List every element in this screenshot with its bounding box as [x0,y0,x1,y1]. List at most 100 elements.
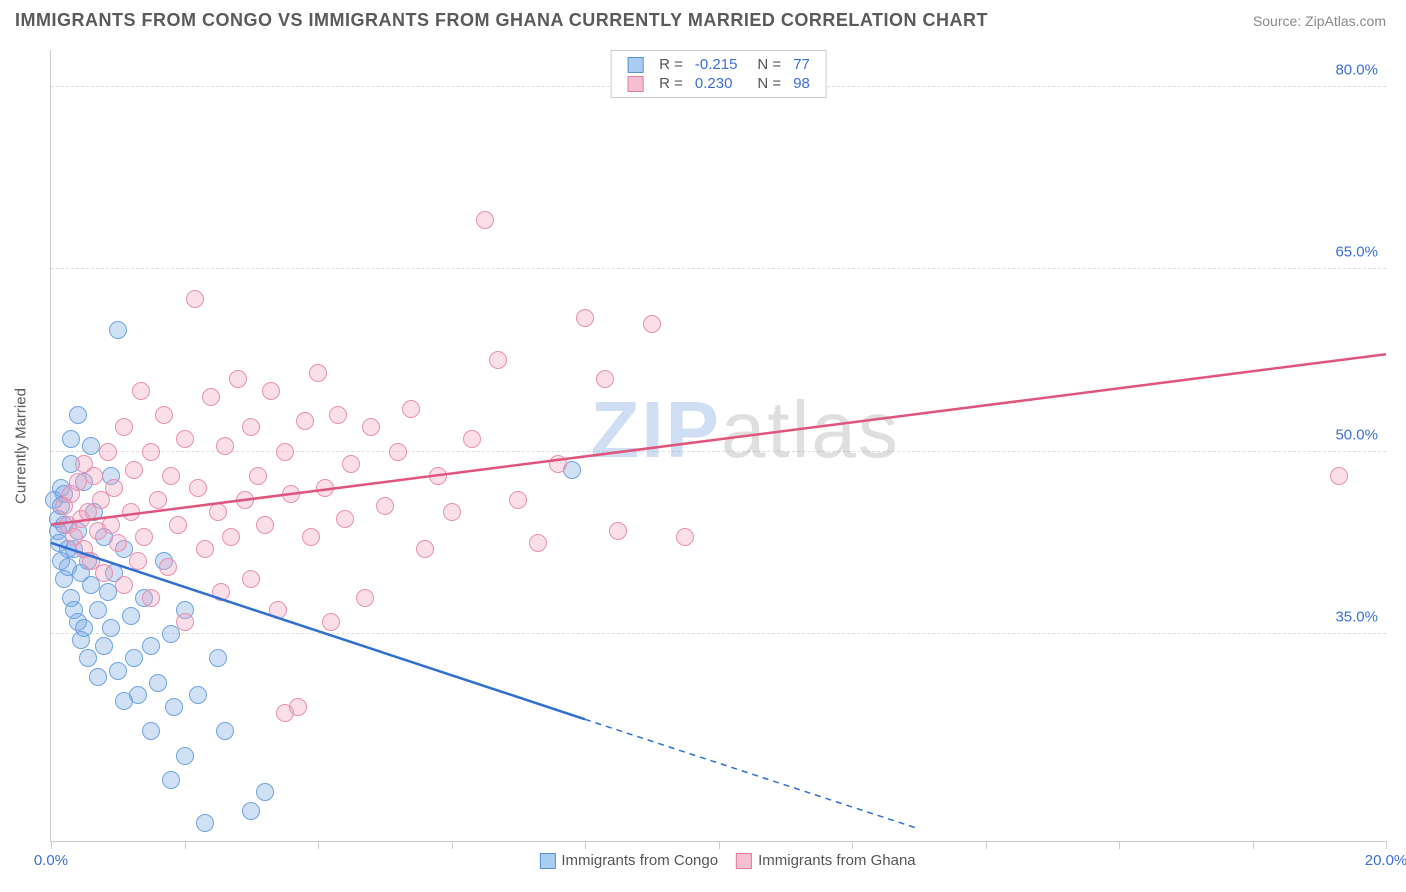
data-point [105,479,123,497]
regression-lines [51,50,1386,841]
data-point [549,455,567,473]
data-point [289,698,307,716]
data-point [463,430,481,448]
data-point [196,814,214,832]
data-point [596,370,614,388]
data-point [296,412,314,430]
data-point [529,534,547,552]
legend-label: Immigrants from Congo [561,852,718,869]
data-point [196,540,214,558]
data-point [242,418,260,436]
data-point [95,637,113,655]
data-point [356,589,374,607]
y-tick-label: 65.0% [1335,244,1378,261]
data-point [282,485,300,503]
data-point [122,503,140,521]
y-tick-label: 50.0% [1335,426,1378,443]
x-tick [1253,841,1254,849]
data-point [62,430,80,448]
data-point [176,613,194,631]
data-point [99,443,117,461]
legend-swatch [736,853,752,869]
data-point [216,437,234,455]
data-point [509,491,527,509]
data-point [82,437,100,455]
data-point [162,771,180,789]
data-point [256,783,274,801]
data-point [336,510,354,528]
data-point [1330,467,1348,485]
data-point [109,662,127,680]
data-point [209,649,227,667]
data-point [75,619,93,637]
data-point [142,589,160,607]
data-point [242,802,260,820]
source-label: Source: ZipAtlas.com [1253,13,1386,29]
x-tick [719,841,720,849]
data-point [79,649,97,667]
data-point [159,558,177,576]
gridline [51,633,1386,634]
data-point [69,473,87,491]
data-point [115,418,133,436]
data-point [329,406,347,424]
data-point [89,601,107,619]
data-point [402,400,420,418]
data-point [236,491,254,509]
x-tick [852,841,853,849]
x-tick [318,841,319,849]
gridline [51,451,1386,452]
data-point [129,552,147,570]
chart-header: IMMIGRANTS FROM CONGO VS IMMIGRANTS FROM… [0,0,1406,31]
data-point [476,211,494,229]
data-point [489,351,507,369]
data-point [429,467,447,485]
x-tick [986,841,987,849]
data-point [142,637,160,655]
data-point [125,461,143,479]
data-point [69,406,87,424]
data-point [362,418,380,436]
data-point [249,467,267,485]
data-point [576,309,594,327]
data-point [169,516,187,534]
data-point [242,570,260,588]
watermark: ZIPatlas [590,384,899,476]
data-point [109,321,127,339]
data-point [85,467,103,485]
legend-swatch [539,853,555,869]
data-point [342,455,360,473]
data-point [95,564,113,582]
data-point [129,686,147,704]
data-point [102,516,120,534]
y-tick-label: 80.0% [1335,61,1378,78]
data-point [216,722,234,740]
data-point [443,503,461,521]
data-point [643,315,661,333]
data-point [99,583,117,601]
data-point [676,528,694,546]
x-tick [1119,841,1120,849]
watermark-atlas: atlas [721,385,900,474]
data-point [609,522,627,540]
x-tick [51,841,52,849]
data-point [89,668,107,686]
y-axis-title: Currently Married [13,388,30,504]
gridline [51,268,1386,269]
data-point [162,467,180,485]
data-point [316,479,334,497]
data-point [149,674,167,692]
data-point [125,649,143,667]
y-tick-label: 35.0% [1335,609,1378,626]
data-point [269,601,287,619]
x-tick [1386,841,1387,849]
data-point [202,388,220,406]
data-point [132,382,150,400]
x-tick-label: 0.0% [34,852,68,869]
data-point [229,370,247,388]
data-point [416,540,434,558]
data-point [212,583,230,601]
x-tick-label: 20.0% [1365,852,1406,869]
data-point [309,364,327,382]
chart-title: IMMIGRANTS FROM CONGO VS IMMIGRANTS FROM… [15,10,988,31]
